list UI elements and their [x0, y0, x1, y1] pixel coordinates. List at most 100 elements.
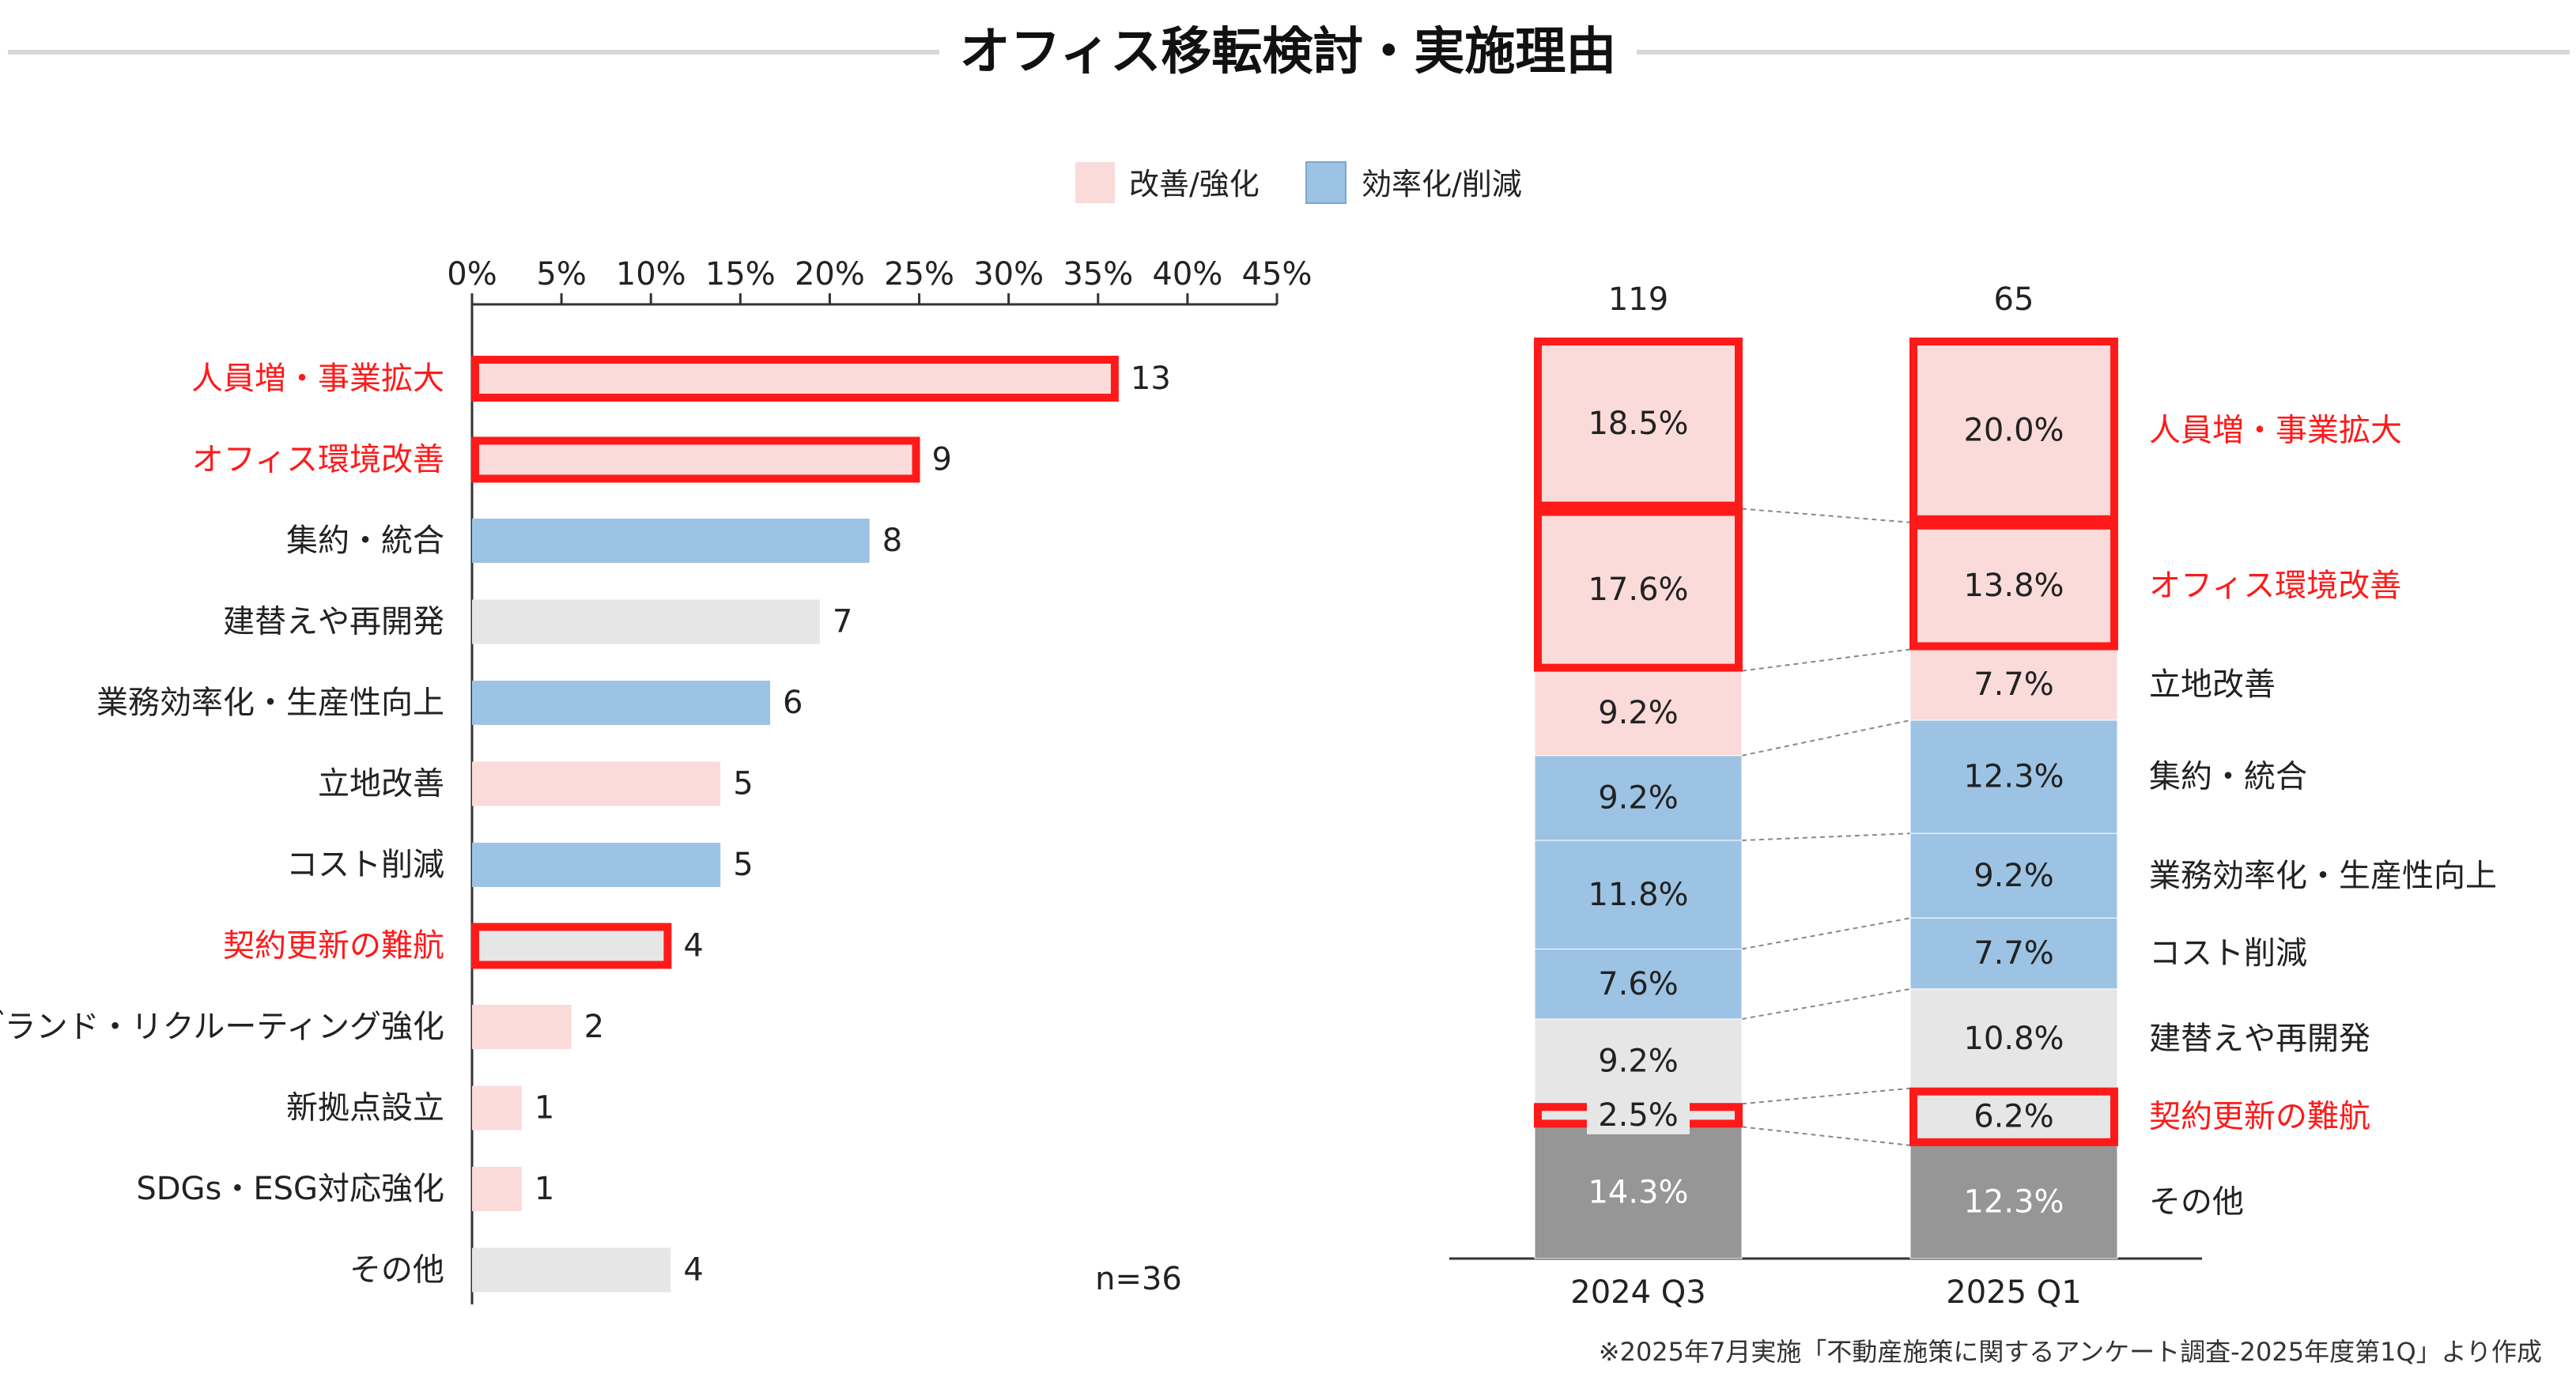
- stack-segment: [1534, 949, 1743, 1020]
- highlight-outline: [1909, 521, 2118, 651]
- stack-segment: [1534, 1126, 1743, 1259]
- stack-segment: [1909, 1145, 2118, 1259]
- bar-value-label: 7: [833, 604, 852, 640]
- x-tick-label: 0%: [447, 256, 497, 293]
- x-tick-label: 15%: [705, 256, 776, 293]
- x-tick-label: 30%: [973, 256, 1044, 293]
- stack-segment: [1534, 670, 1743, 757]
- bar: [472, 681, 771, 725]
- stack-segment: [1534, 755, 1743, 841]
- segment-connector: [1741, 648, 1911, 672]
- stack-segment: [1534, 508, 1743, 672]
- series-label: 業務効率化・生産性向上: [2149, 858, 2497, 894]
- bar-value-label: 2: [584, 1009, 604, 1045]
- category-label: オフィス環境改善: [192, 442, 444, 478]
- bar: [472, 1167, 522, 1211]
- stack-segment: [1909, 522, 2118, 650]
- sample-size-note: n=36: [1095, 1261, 1182, 1297]
- x-tick-label: 40%: [1152, 256, 1222, 293]
- stack-segment: [1909, 648, 2118, 721]
- segment-value-label: 7.7%: [1974, 666, 2054, 703]
- segment-value-label: 10.8%: [1963, 1021, 2064, 1057]
- bar: [472, 1247, 671, 1293]
- segment-connector: [1741, 917, 1911, 950]
- series-label: 立地改善: [2149, 666, 2276, 703]
- category-label: 人員増・事業拡大: [191, 360, 444, 397]
- segment-value-label: 9.2%: [1974, 858, 2054, 894]
- segment-value-label: 13.8%: [1963, 568, 2064, 604]
- stack-segment: [1534, 840, 1743, 950]
- column-category-label: 2024 Q3: [1570, 1274, 1705, 1311]
- segment-value-label: 7.7%: [1974, 935, 2054, 972]
- segment-value-label: 6.2%: [1974, 1099, 2054, 1135]
- bar: [472, 519, 870, 563]
- bar-value-label: 8: [882, 523, 902, 559]
- series-label: オフィス環境改善: [2149, 568, 2401, 604]
- bar-value-label: 4: [683, 928, 703, 964]
- series-label: その他: [2149, 1183, 2244, 1220]
- column-total-label: 65: [1994, 281, 2034, 318]
- bar: [472, 1085, 522, 1130]
- legend-label-improve: 改善/強化: [1129, 167, 1260, 202]
- segment-connector: [1741, 719, 1911, 757]
- category-label: 立地改善: [318, 766, 444, 802]
- category-label: 集約・統合: [286, 523, 444, 559]
- segment-value-label: 11.8%: [1588, 877, 1688, 913]
- x-tick-label: 20%: [795, 256, 865, 293]
- x-tick-label: 5%: [536, 256, 586, 293]
- category-label: コスト削減: [286, 847, 444, 883]
- stack-segment: [1909, 988, 2118, 1089]
- bar-value-label: 6: [783, 685, 803, 721]
- bar-value-label: 5: [733, 766, 753, 802]
- bar: [472, 843, 721, 887]
- chart-header: オフィス移転検討・実施理由: [8, 23, 2570, 81]
- segment-connector: [1741, 832, 1911, 842]
- bar-value-label: 5: [733, 847, 753, 883]
- highlight-outline: [1534, 338, 1743, 510]
- bar-value-label: 1: [534, 1171, 554, 1207]
- segment-value-label: 12.3%: [1963, 1183, 2064, 1220]
- segment-value-label: 9.2%: [1598, 1044, 1679, 1080]
- stacked-bar-chart: 119 2024 Q3 65 2025 Q1 18.5% 20.0% 17.6% 13.8% 9…: [1449, 281, 2497, 1311]
- bar-value-label: 4: [683, 1252, 703, 1289]
- chart-title: オフィス移転検討・実施理由: [960, 23, 1617, 81]
- segment-value-label: 20.0%: [1963, 412, 2064, 448]
- category-label: 契約更新の難航: [223, 928, 444, 964]
- stack-segment: [1534, 338, 1743, 510]
- legend-label-efficiency: 効率化/削減: [1362, 167, 1522, 202]
- category-label: 業務効率化・生産性向上: [96, 685, 444, 721]
- series-label: 契約更新の難航: [2149, 1099, 2370, 1135]
- source-note: ※2025年7月実施「不動産施策に関するアンケート調査-2025年度第1Q」より…: [1599, 1337, 2542, 1367]
- series-label: 集約・統合: [2149, 759, 2307, 795]
- highlight-outline: [1909, 1087, 2118, 1146]
- segment-value-label: 9.2%: [1598, 779, 1679, 816]
- segment-value-label: 7.6%: [1598, 966, 1679, 1002]
- category-label: 新拠点設立: [286, 1090, 444, 1127]
- series-label: 人員増・事業拡大: [2149, 412, 2402, 448]
- highlight-outline: [1534, 508, 1743, 672]
- segment-value-label: 14.3%: [1588, 1175, 1688, 1211]
- bar-value-label: 13: [1131, 360, 1171, 397]
- series-label: コスト削減: [2149, 935, 2307, 972]
- stack-segment: [1909, 917, 2118, 990]
- category-label: 建替えや再開発: [223, 604, 444, 640]
- highlight-outline: [1909, 338, 2118, 523]
- value-label-backdrop: [1587, 1096, 1690, 1134]
- segment-connector: [1741, 508, 1911, 523]
- bar-value-label: 1: [534, 1090, 554, 1127]
- series-label: 建替えや再開発: [2149, 1021, 2370, 1057]
- segment-value-label: 2.5%: [1598, 1097, 1679, 1134]
- x-tick-label: 25%: [884, 256, 954, 293]
- x-tick-label: 10%: [616, 256, 686, 293]
- bar: [472, 599, 820, 644]
- bar: [471, 923, 672, 969]
- legend: 改善/強化 効率化/削減: [1075, 161, 1522, 204]
- segment-value-label: 18.5%: [1588, 406, 1688, 442]
- category-label: ブランド・リクルーティング強化: [0, 1009, 444, 1045]
- x-tick-label: 45%: [1242, 256, 1313, 293]
- stack-segment: [1909, 832, 2118, 919]
- segment-connector: [1741, 1126, 1911, 1146]
- horizontal-bar-chart: 0% 5% 10% 15% 20% 25% 30% 35% 40% 45% 人員増・事業拡大 13 オフ…: [0, 256, 1312, 1304]
